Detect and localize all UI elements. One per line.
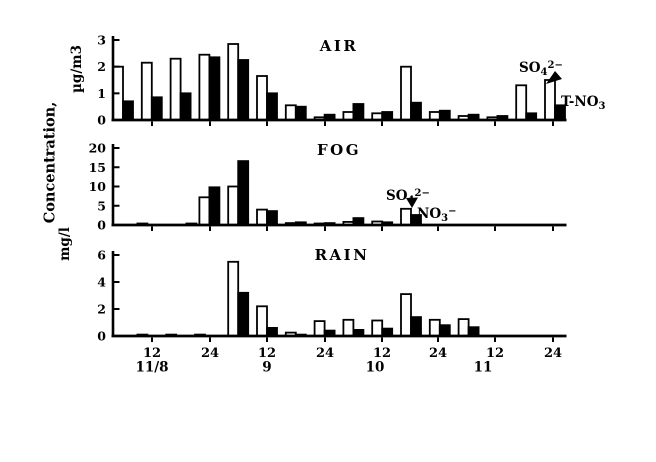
- rain-y-tick-label: 0: [97, 329, 106, 344]
- day-label: 9: [262, 360, 271, 376]
- air-bar-filled: [208, 56, 221, 121]
- air-bar-filled: [266, 92, 278, 121]
- hour-tick-label: 12: [258, 346, 276, 361]
- legend-air-so4-label: SO42−: [519, 60, 563, 78]
- air-y-tick-label: 0: [97, 113, 106, 128]
- rain-y-tick-label: 6: [97, 248, 106, 263]
- fog-bar-open: [400, 207, 412, 226]
- day-label: 11: [474, 360, 493, 376]
- rain-bar-open: [400, 293, 412, 337]
- rain-bar-open: [227, 260, 240, 337]
- panel-title-fog: FOG: [316, 141, 362, 159]
- legend-fog-so4-label: SO42−: [386, 188, 430, 206]
- air-bar-filled: [179, 92, 192, 121]
- hour-tick-label: 24: [544, 346, 562, 361]
- air-bar-filled: [352, 103, 365, 121]
- legend-air-tno3-label: T-NO3: [561, 94, 606, 113]
- legend-fog-no3-label: NO3−: [417, 206, 457, 224]
- air-bar-filled: [150, 96, 163, 121]
- rain-y-tick-label: 4: [97, 275, 106, 290]
- fog-so4-arrow-icon: [406, 197, 418, 208]
- hour-tick-label: 12: [143, 346, 161, 361]
- air-bar-open: [515, 84, 528, 121]
- air-bar-filled: [410, 101, 422, 121]
- air-bar-open: [169, 57, 182, 121]
- fog-bar-open: [227, 185, 240, 226]
- air-bar-filled: [237, 59, 250, 121]
- rain-bar-filled: [438, 324, 451, 337]
- air-bar-open: [140, 61, 153, 121]
- hour-tick-label: 24: [316, 346, 334, 361]
- fog-bar-filled: [266, 210, 278, 226]
- air-bar-open: [400, 65, 412, 121]
- air-so4-arrow-icon: [546, 71, 562, 84]
- panel-title-air: AIR: [319, 37, 359, 55]
- air-y-tick-label: 1: [97, 86, 106, 101]
- day-label: 11/8: [135, 360, 168, 376]
- fog-y-tick-label: 10: [89, 179, 107, 194]
- day-label: 10: [366, 360, 385, 376]
- rain-bar-open: [313, 320, 326, 337]
- rain-bar-open: [428, 318, 441, 337]
- panel-title-rain: RAIN: [314, 246, 370, 264]
- fog-rain-unit-label: mg/l: [57, 227, 73, 261]
- air-bar-open: [198, 53, 211, 121]
- air-bar-filled: [122, 100, 134, 121]
- rain-bar-filled: [237, 291, 250, 337]
- air-bar-open: [256, 75, 268, 121]
- air-bar-filled: [294, 105, 307, 121]
- fog-bar-open: [198, 196, 211, 226]
- hour-tick-label: 12: [373, 346, 391, 361]
- fog-y-tick-label: 5: [97, 198, 106, 213]
- rain-y-tick-label: 2: [97, 302, 106, 317]
- air-bar-open: [227, 43, 240, 121]
- fog-bar-filled: [208, 186, 221, 226]
- rain-bar-open: [342, 318, 355, 337]
- air-y-tick-label: 3: [97, 32, 106, 47]
- hour-tick-label: 24: [201, 346, 219, 361]
- fog-bar-open: [256, 208, 268, 226]
- hour-tick-label: 24: [429, 346, 447, 361]
- air-bar-open: [544, 79, 556, 121]
- air-unit-label: µg/m3: [69, 45, 85, 93]
- hour-tick-label: 12: [486, 346, 504, 361]
- rain-bar-open: [256, 305, 268, 337]
- air-y-tick-label: 2: [97, 59, 106, 74]
- air-bar-open: [284, 104, 297, 121]
- y-axis-label: Concentration,: [41, 101, 59, 224]
- rain-bar-filled: [410, 316, 422, 337]
- fog-bar-filled: [237, 160, 250, 226]
- rain-bar-open: [457, 318, 470, 337]
- fog-y-tick-label: 20: [89, 141, 107, 156]
- fog-y-tick-label: 15: [89, 160, 106, 175]
- fog-y-tick-label: 0: [97, 218, 106, 233]
- rain-bar-open: [371, 319, 384, 337]
